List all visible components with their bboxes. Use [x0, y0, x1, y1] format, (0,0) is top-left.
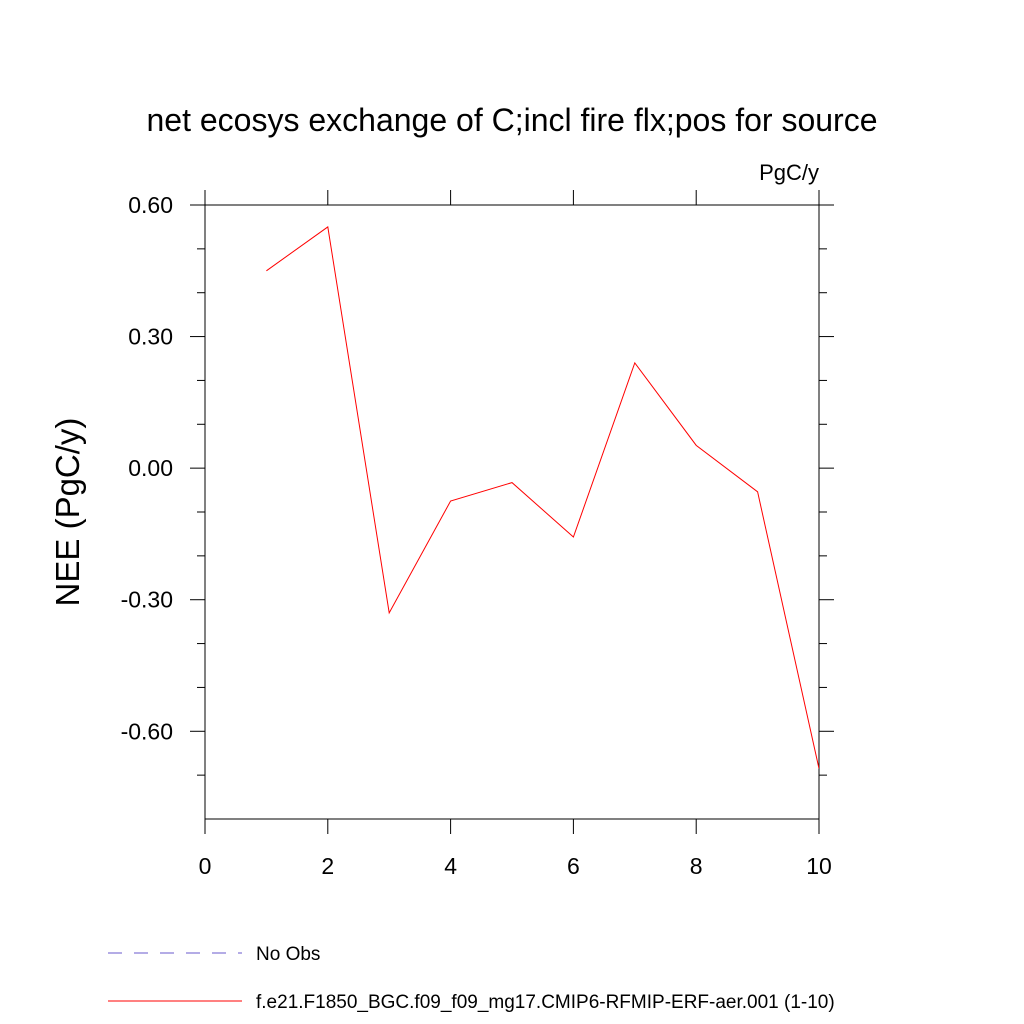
x-tick-label: 2 [321, 853, 334, 879]
legend-label-0: No Obs [256, 944, 320, 965]
y-tick-label: 0.00 [128, 455, 173, 481]
legend: No Obs f.e21.F1850_BGC.f09_f09_mg17.CMIP6… [108, 944, 835, 1013]
x-tick-label: 8 [690, 853, 703, 879]
axis-tick-labels: 0 2 4 6 8 10 0.60 0.30 0.00 -0.30 -0.60 [121, 192, 832, 879]
x-tick-label: 0 [199, 853, 212, 879]
x-tick-label: 10 [806, 853, 832, 879]
y-tick-label: 0.60 [128, 192, 173, 218]
units-label: PgC/y [759, 160, 819, 185]
legend-label-1: f.e21.F1850_BGC.f09_f09_mg17.CMIP6-RFMIP… [256, 992, 835, 1013]
x-tick-label: 4 [444, 853, 457, 879]
series-line-1 [266, 226, 819, 769]
y-tick-label: 0.30 [128, 324, 173, 350]
y-tick-label: -0.30 [121, 587, 173, 613]
x-tick-label: 6 [567, 853, 580, 879]
y-axis-label: NEE (PgC/y) [49, 418, 86, 607]
chart-title: net ecosys exchange of C;incl fire flx;p… [146, 102, 877, 138]
plot-frame [204, 204, 820, 820]
plot-area [266, 226, 819, 769]
axis-ticks [190, 190, 834, 834]
series-layer [266, 226, 819, 769]
y-tick-label: -0.60 [121, 718, 173, 744]
